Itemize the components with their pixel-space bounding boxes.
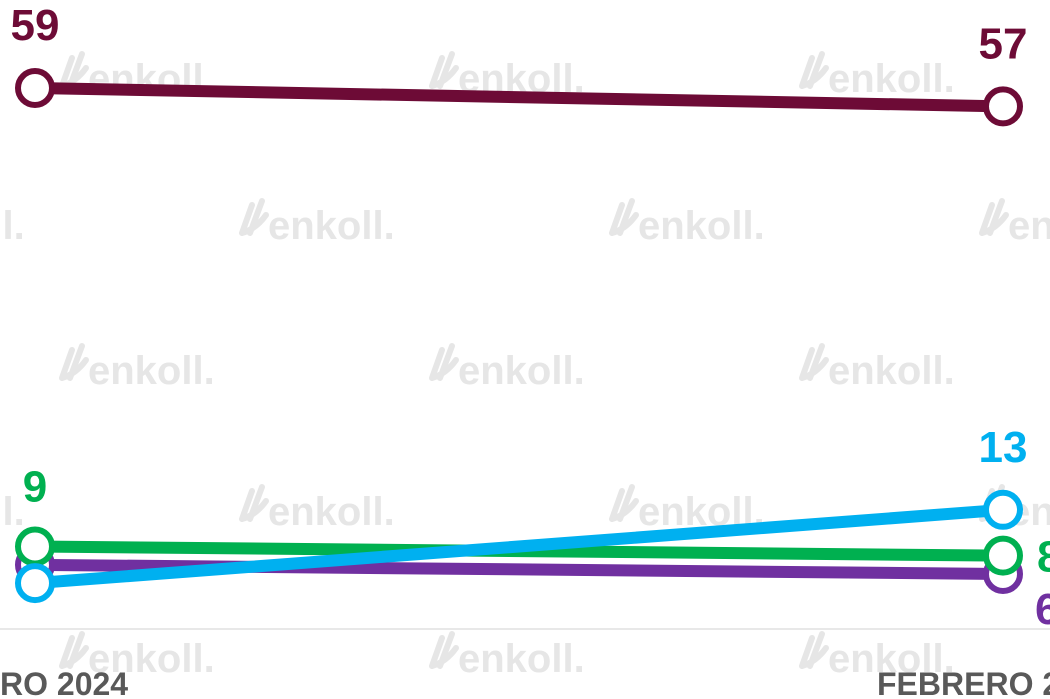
watermark-text: enkoll. <box>268 204 395 248</box>
data-labels: 59 57 6 9 8 13 <box>11 1 1050 634</box>
watermark: enkoll. <box>0 204 25 248</box>
watermark: enkoll. <box>799 631 955 681</box>
series-3-label-2: 8 <box>1037 533 1050 582</box>
x-tick-label-2: FEBRERO 2 <box>877 666 1050 699</box>
watermark: enkoll. <box>799 51 955 101</box>
enkoll-leaf-icon <box>59 631 89 669</box>
watermark-text: enkoll. <box>638 204 765 248</box>
watermark-text: enkoll. <box>268 490 395 534</box>
enkoll-leaf-icon <box>979 198 1009 236</box>
enkoll-leaf-icon <box>799 51 829 89</box>
series-1-label-1: 59 <box>11 1 60 50</box>
enkoll-leaf-icon <box>59 343 89 381</box>
watermark-text: enkoll. <box>828 57 955 101</box>
series-1-point-2 <box>983 86 1023 127</box>
enkoll-leaf-icon <box>609 198 639 236</box>
series-4-point-1 <box>15 563 55 604</box>
enkoll-leaf-icon <box>239 198 269 236</box>
enkoll-leaf-icon <box>609 484 639 522</box>
x-tick-label-1: RO 2024 <box>0 666 128 699</box>
series-4-line <box>29 503 1009 590</box>
series-1-line <box>29 82 1009 113</box>
series-2-label-2: 6 <box>1035 585 1050 634</box>
watermark-text: enkoll. <box>458 349 585 393</box>
enkoll-leaf-icon <box>239 484 269 522</box>
enkoll-leaf-icon <box>429 631 459 669</box>
watermark: enkoll. <box>239 198 395 248</box>
watermark: enkoll. <box>429 631 585 681</box>
watermark-text: enkoll. <box>458 637 585 681</box>
watermark: enkoll. <box>979 198 1050 248</box>
watermark: enkoll. <box>609 198 765 248</box>
watermark-text: enkoll. <box>1008 204 1050 248</box>
watermark: enkoll. <box>59 343 215 393</box>
series-layer <box>15 68 1023 604</box>
watermark: enkoll. <box>429 343 585 393</box>
enkoll-leaf-icon <box>799 631 829 669</box>
watermark-text: enkoll. <box>828 637 955 681</box>
watermark-text: enkoll. <box>88 349 215 393</box>
watermark-text: enkoll. <box>88 637 215 681</box>
enkoll-leaf-icon <box>429 51 459 89</box>
watermark: enkoll. <box>0 490 25 534</box>
watermark-layer: enkoll. enkoll. enkoll. enkoll. enkoll. enkol… <box>0 51 1050 681</box>
enkoll-leaf-icon <box>799 343 829 381</box>
series-1-label-2: 57 <box>979 19 1028 68</box>
watermark-text: enkoll. <box>0 204 25 248</box>
enkoll-leaf-icon <box>59 51 89 89</box>
enkoll-leaf-icon <box>429 343 459 381</box>
series-3-point-1 <box>15 526 55 567</box>
watermark-text: enkoll. <box>0 490 25 534</box>
series-1-point-1 <box>15 68 55 108</box>
series-4-label-2: 13 <box>979 423 1028 472</box>
series-3-label-1: 9 <box>23 462 47 511</box>
series-4-point-2 <box>983 489 1023 530</box>
x-axis-ticks: RO 2024 FEBRERO 2 <box>0 666 1050 699</box>
watermark: enkoll. <box>239 484 395 534</box>
watermark-text: enkoll. <box>828 349 955 393</box>
series-3-point-2 <box>983 535 1023 576</box>
watermark: enkoll. <box>799 343 955 393</box>
watermark: enkoll. <box>59 631 215 681</box>
